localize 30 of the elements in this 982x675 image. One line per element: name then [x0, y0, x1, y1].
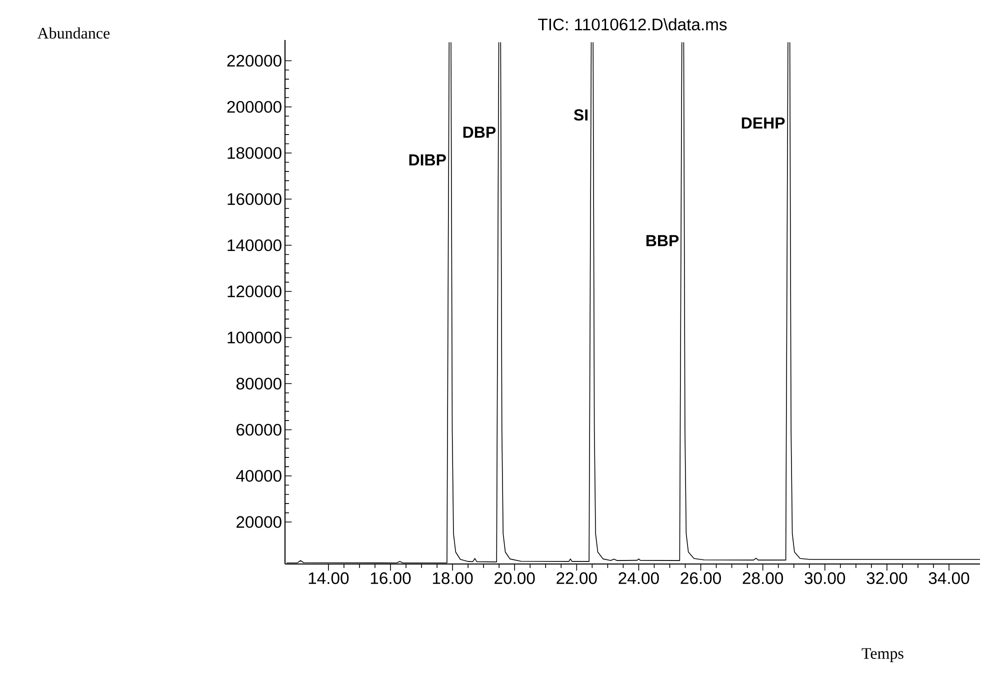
x-tick-label: 20.00 [494, 572, 535, 584]
y-tick-label: 40000 [236, 470, 282, 482]
annotation: DBP [463, 126, 496, 138]
annotation: SI [574, 109, 588, 121]
y-tick-label: 20000 [236, 516, 282, 528]
chart-title: TIC: 11010612.D\data.ms [538, 18, 727, 30]
text: Abundance [37, 27, 110, 39]
x-tick-label: 16.00 [370, 572, 411, 584]
x-tick-label: 34.00 [928, 572, 970, 584]
y-tick-label: 180000 [228, 147, 282, 159]
y-tick-label: 140000 [228, 239, 282, 252]
y-tick-label: 200000 [227, 100, 282, 113]
x-tick-label: 28.00 [742, 572, 784, 584]
annotation: BBP [646, 235, 679, 246]
y-tick-label: 120000 [228, 286, 282, 298]
y-tick-label: 60000 [236, 424, 282, 436]
x-tick-label: 26.00 [680, 572, 721, 584]
x-tick-label: 22.00 [556, 572, 597, 584]
x-tick-label: 30.00 [804, 572, 846, 584]
y-tick-label: 220000 [227, 54, 282, 67]
x-tick-label: 32.00 [866, 572, 908, 584]
y-tick-label: 100000 [228, 332, 282, 344]
annotation: DEHP [742, 118, 785, 129]
x-tick-label: 24.00 [618, 572, 659, 584]
x-tick-label: 14.00 [308, 572, 349, 584]
x-axis-title: Temps [862, 648, 904, 662]
x-tick-label: 18.00 [432, 572, 473, 584]
annotation: DIBP [409, 154, 446, 166]
y-tick-label: 80000 [236, 378, 282, 390]
y-tick-label: 160000 [228, 193, 282, 206]
